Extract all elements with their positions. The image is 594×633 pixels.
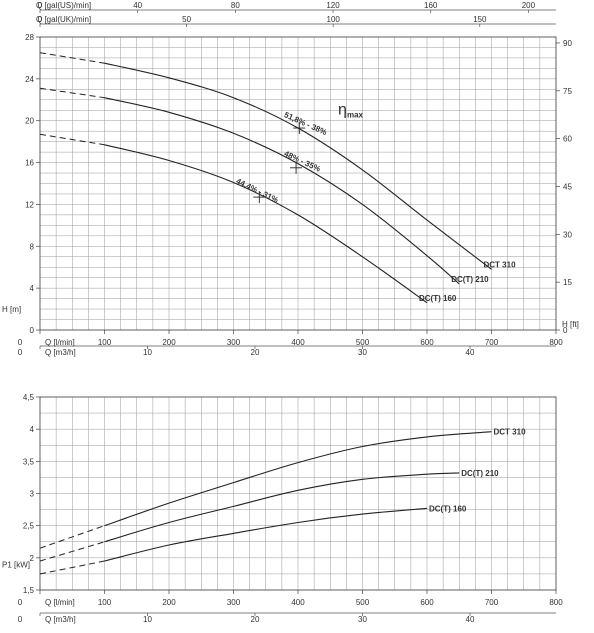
x2-tick-label: 20: [251, 615, 260, 624]
y-tick-label: 28: [25, 33, 34, 42]
series-line: [104, 431, 492, 527]
series-label: DC(T) 160: [429, 504, 467, 513]
x-origin-label: 0: [18, 598, 23, 607]
x-tick-label: 400: [291, 598, 305, 607]
x-tick-label: 400: [291, 338, 305, 347]
x-tick-label: 300: [227, 338, 241, 347]
x2-tick-label: 10: [143, 348, 152, 357]
series-label: DC(T) 210: [461, 469, 499, 478]
top-axis-tick-label: 100: [327, 15, 341, 24]
y-tick-label: 3: [30, 490, 35, 499]
series-line-dashed: [39, 52, 105, 64]
top-axis-tick-label: 150: [473, 15, 487, 24]
y-tick-label: 4,5: [23, 393, 35, 402]
y-tick-label: 2: [30, 554, 35, 563]
top-axis-tick-label: 160: [424, 1, 438, 10]
y2-tick-label: 30: [563, 230, 572, 239]
series-line: [104, 144, 428, 304]
x2-tick-label: 40: [466, 615, 475, 624]
y2-tick-label: 90: [563, 39, 572, 48]
series-label: DC(T) 160: [419, 294, 457, 303]
x-axis-label: Q [l/min]: [45, 598, 75, 607]
y2-tick-label: 45: [563, 182, 572, 191]
series-label: DC(T) 210: [451, 275, 489, 284]
x2-tick-label: 10: [143, 615, 152, 624]
x-tick-label: 300: [227, 598, 241, 607]
x-tick-label: 800: [549, 598, 563, 607]
efficiency-label: 44,4% - 31%: [235, 177, 280, 205]
efficiency-label: 48% - 35%: [283, 149, 322, 174]
y-tick-label: 20: [25, 117, 34, 126]
y-tick-label: 4: [30, 425, 35, 434]
x-tick-label: 800: [549, 338, 563, 347]
series-line-dashed: [39, 87, 105, 99]
x-tick-label: 700: [485, 598, 499, 607]
x-tick-label: 600: [420, 338, 434, 347]
y2-tick-label: 15: [563, 278, 572, 287]
x-tick-label: 200: [162, 598, 176, 607]
x2-origin-label: 0: [18, 615, 23, 624]
y-tick-label: 0: [30, 326, 35, 335]
x2-axis-label: Q [m3/h]: [45, 615, 76, 624]
top-axis-tick-label: 50: [182, 15, 191, 24]
series-line-dashed: [39, 541, 105, 562]
top-axis-label: Q [gal(UK)/min]: [36, 15, 91, 24]
top-axis-tick-label: 80: [231, 1, 240, 10]
y-axis-label: H [m]: [2, 305, 21, 314]
y2-tick-label: 75: [563, 87, 572, 96]
series-line: [104, 507, 428, 562]
x2-axis-label: Q [m3/h]: [45, 348, 76, 357]
x-tick-label: 100: [98, 598, 112, 607]
series-line-dashed: [39, 525, 105, 549]
y-tick-label: 2,5: [23, 522, 35, 531]
series-line-dashed: [39, 560, 105, 575]
x2-origin-label: 0: [18, 348, 23, 357]
x-tick-label: 500: [356, 338, 370, 347]
series-line: [104, 97, 460, 285]
x-tick-label: 600: [420, 598, 434, 607]
x2-tick-label: 40: [466, 348, 475, 357]
y2-tick-label: 60: [563, 135, 572, 144]
y-tick-label: 1,5: [23, 586, 35, 595]
eta-max-symbol: η: [338, 101, 347, 118]
top-axis-tick-label: 200: [522, 1, 536, 10]
x-tick-label: 700: [485, 338, 499, 347]
y-tick-label: 16: [25, 159, 34, 168]
top-axis-tick-label: 0: [38, 15, 43, 24]
y-tick-label: 8: [30, 242, 35, 251]
y-tick-label: 12: [25, 200, 34, 209]
series-line-dashed: [39, 133, 105, 146]
x-origin-label: 0: [18, 338, 23, 347]
series-line: [104, 472, 460, 543]
x-tick-label: 200: [162, 338, 176, 347]
top-axis-tick-label: 120: [326, 1, 340, 10]
series-label: DCT 310: [484, 260, 517, 269]
y-tick-label: 3,5: [23, 457, 35, 466]
top-axis-tick-label: 40: [133, 1, 142, 10]
x-tick-label: 100: [98, 338, 112, 347]
x2-tick-label: 30: [358, 348, 367, 357]
x-tick-label: 500: [356, 598, 370, 607]
series-label: DCT 310: [494, 428, 527, 437]
y-tick-label: 24: [25, 75, 34, 84]
top-axis-tick-label: 0: [38, 1, 43, 10]
y-tick-label: 4: [30, 284, 35, 293]
x2-tick-label: 20: [251, 348, 260, 357]
x-axis-label: Q [l/min]: [45, 338, 75, 347]
y2-tick-label: 0: [563, 326, 568, 335]
y-axis-label: P1 [kW]: [2, 560, 30, 569]
x2-tick-label: 30: [358, 615, 367, 624]
top-axis-label: Q [gal(US)/min]: [36, 1, 91, 10]
y2-axis-label: H [ft]: [562, 320, 579, 329]
eta-max-subscript: max: [347, 110, 364, 119]
